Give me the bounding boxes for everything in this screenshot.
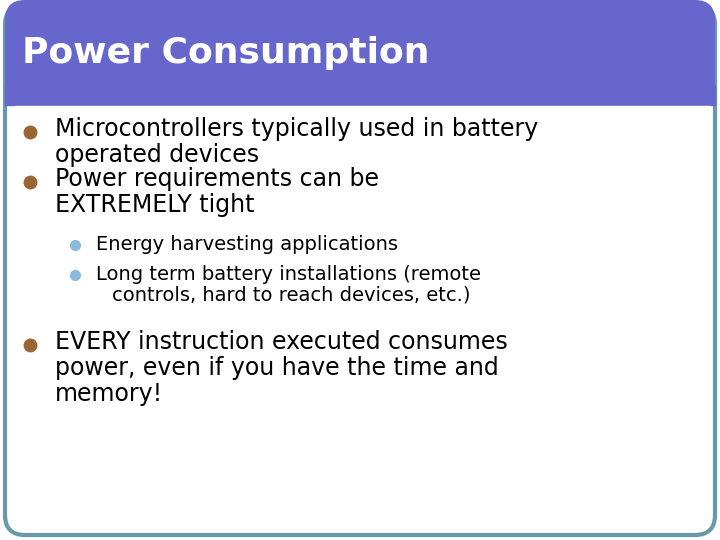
Bar bbox=[15, 106, 710, 109]
Text: Microcontrollers typically used in battery: Microcontrollers typically used in batte… bbox=[55, 117, 539, 141]
Text: memory!: memory! bbox=[55, 382, 163, 406]
Text: Long term battery installations (remote: Long term battery installations (remote bbox=[96, 265, 481, 284]
Text: Power requirements can be: Power requirements can be bbox=[55, 167, 379, 191]
Text: Power Consumption: Power Consumption bbox=[22, 36, 430, 70]
FancyBboxPatch shape bbox=[5, 0, 715, 105]
Text: operated devices: operated devices bbox=[55, 143, 259, 167]
Text: EXTREMELY tight: EXTREMELY tight bbox=[55, 193, 254, 217]
Text: EVERY instruction executed consumes: EVERY instruction executed consumes bbox=[55, 330, 508, 354]
Bar bbox=[5, 85, 715, 105]
Text: controls, hard to reach devices, etc.): controls, hard to reach devices, etc.) bbox=[112, 286, 470, 305]
Text: Energy harvesting applications: Energy harvesting applications bbox=[96, 234, 398, 253]
Text: power, even if you have the time and: power, even if you have the time and bbox=[55, 356, 499, 380]
FancyBboxPatch shape bbox=[5, 5, 715, 535]
